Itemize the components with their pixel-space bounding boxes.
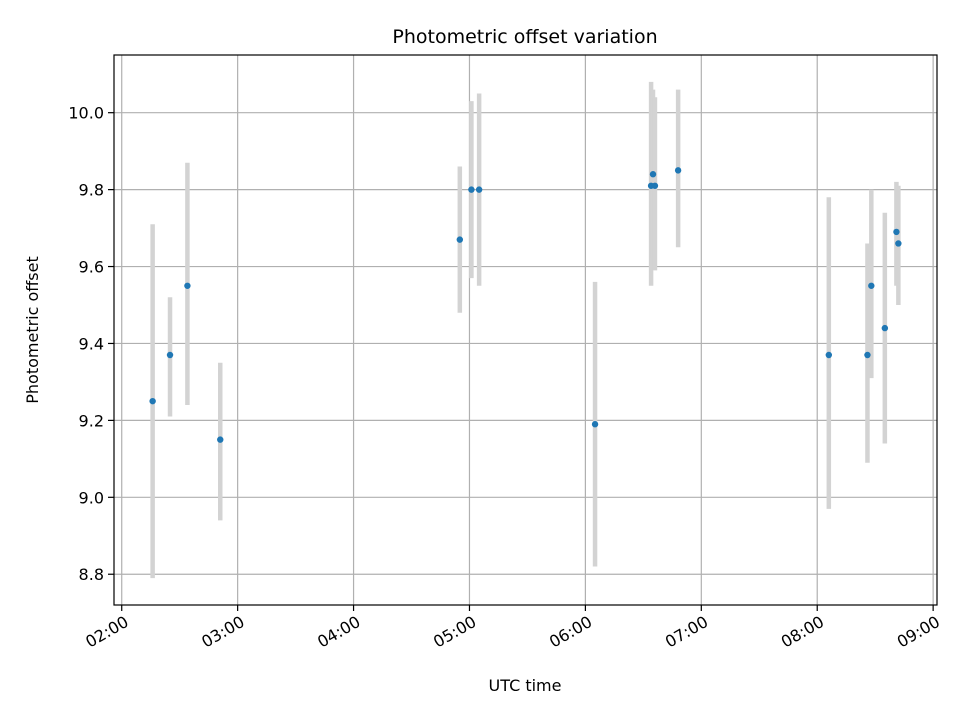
data-point xyxy=(166,351,174,359)
y-tick-label: 9.6 xyxy=(79,258,104,277)
y-axis-ticks: 8.8 9.0 9.2 9.4 9.6 9.8 10.0 xyxy=(68,104,114,584)
plot-frame xyxy=(113,54,938,606)
data-point xyxy=(674,167,682,174)
y-tick-label: 9.2 xyxy=(79,411,104,430)
point-layer xyxy=(149,167,902,443)
y-tick-label: 10.0 xyxy=(68,104,104,123)
data-point xyxy=(149,397,156,405)
data-point xyxy=(475,186,483,193)
x-axis-label: UTC time xyxy=(489,676,562,695)
data-point xyxy=(895,240,902,247)
chart-title: Photometric offset variation xyxy=(392,26,657,48)
data-point xyxy=(893,228,900,236)
data-point xyxy=(184,282,191,289)
data-point xyxy=(649,171,657,178)
data-point xyxy=(217,436,224,443)
data-point xyxy=(468,186,475,193)
y-axis-label: Photometric offset xyxy=(23,256,42,404)
y-tick-label: 9.0 xyxy=(79,488,104,507)
data-point xyxy=(651,182,659,189)
grid-layer xyxy=(114,55,937,605)
data-point xyxy=(591,421,599,428)
y-tick-label: 9.8 xyxy=(79,181,104,200)
data-point xyxy=(881,324,889,332)
data-point xyxy=(864,351,871,359)
y-tick-label: 8.8 xyxy=(79,565,104,584)
data-point xyxy=(456,236,464,243)
data-point xyxy=(825,351,833,359)
y-tick-label: 9.4 xyxy=(79,334,104,353)
data-point xyxy=(868,282,875,289)
